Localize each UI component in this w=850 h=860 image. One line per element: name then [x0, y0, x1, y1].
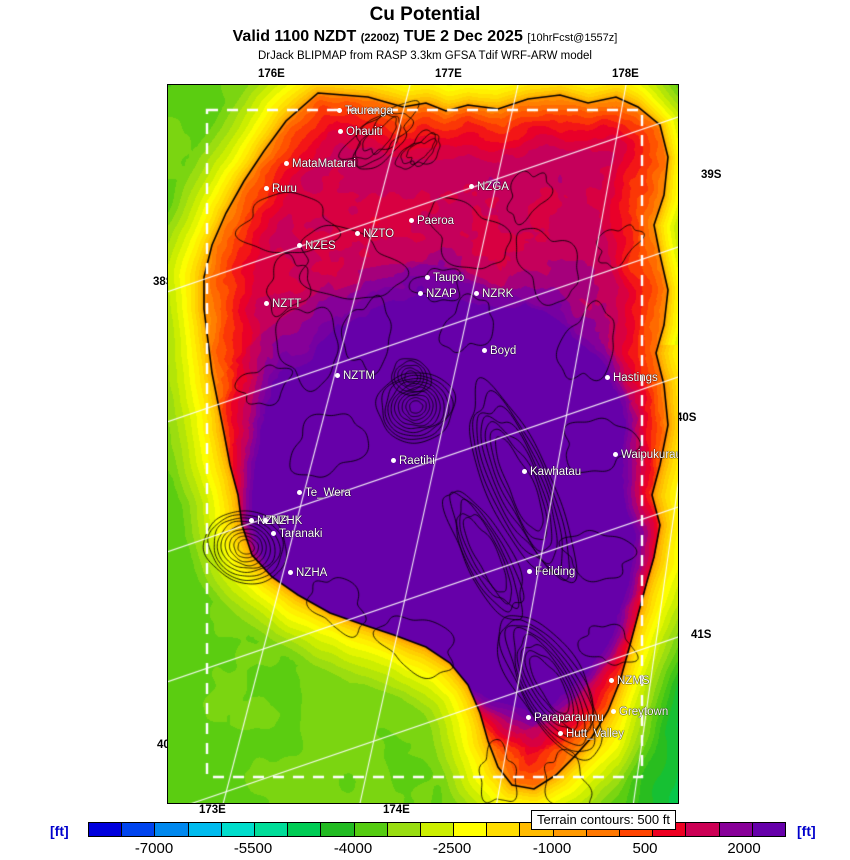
colorbar-unit-right: [ft] — [797, 823, 816, 839]
forecast-hour-tag: [10hrFcst@1557z] — [527, 32, 618, 44]
valid-date: TUE 2 Dec 2025 — [403, 28, 523, 45]
valid-time-line: Valid 1100 NZDT (2200Z) TUE 2 Dec 2025 [… — [0, 27, 850, 48]
colorbar-swatch-8 — [354, 823, 388, 836]
colorbar-strip[interactable] — [88, 822, 786, 837]
lon-label-177e: 177E — [435, 68, 462, 80]
lat-label-39s-right: 39S — [701, 169, 722, 181]
valid-time-prefix: Valid 1100 NZDT — [232, 28, 357, 45]
page-title: Cu Potential — [369, 4, 481, 25]
forecast-map[interactable]: Tauranga Ohauiti MataMatarai Ruru NZGA Paeroa… — [167, 84, 679, 804]
colorbar-swatch-19 — [719, 823, 753, 836]
colorbar-swatch-4 — [221, 823, 255, 836]
colorbar-swatch-18 — [686, 823, 720, 836]
colorbar-swatch-12 — [487, 823, 521, 836]
colorbar-swatch-6 — [288, 823, 322, 836]
colorbar-unit-left: [ft] — [50, 823, 69, 839]
valid-time-utc: (2200Z) — [360, 32, 400, 44]
colorbar-swatch-9 — [387, 823, 421, 836]
cu-potential-raster — [168, 85, 678, 803]
lat-label-40s-right: 40S — [676, 412, 697, 424]
terrain-contour-legend: Terrain contours: 500 ft — [531, 810, 676, 830]
colorbar-swatch-20 — [752, 823, 785, 836]
colorbar-tick-neg2500: -2500 — [432, 840, 472, 857]
colorbar-swatch-3 — [188, 823, 222, 836]
lon-label-173e: 173E — [199, 804, 226, 816]
lon-label-176e: 176E — [258, 68, 285, 80]
colorbar-swatch-2 — [155, 823, 189, 836]
colorbar-tick-labels: -7000 -5500 -4000 -2500 -1000 500 2000 — [0, 840, 850, 860]
model-description: DrJack BLIPMAP from RASP 3.3km GFSA Tdif… — [257, 50, 592, 62]
colorbar-tick-500: 500 — [632, 840, 658, 857]
colorbar-tick-2000: 2000 — [727, 840, 761, 857]
colorbar-tick-neg5500: -5500 — [233, 840, 273, 857]
colorbar-swatch-11 — [454, 823, 488, 836]
lon-label-174e: 174E — [383, 804, 410, 816]
lon-label-178e: 178E — [612, 68, 639, 80]
colorbar-swatch-0 — [89, 823, 123, 836]
colorbar: [ft] [ft] -7000 -5500 -4000 -2500 -1000 500 20… — [0, 822, 850, 860]
title-block: Cu Potential Valid 1100 NZDT (2200Z) TUE… — [0, 0, 850, 64]
lat-label-41s-right: 41S — [691, 629, 712, 641]
colorbar-tick-neg4000: -4000 — [333, 840, 373, 857]
colorbar-tick-neg7000: -7000 — [134, 840, 174, 857]
colorbar-swatch-5 — [254, 823, 289, 836]
colorbar-swatch-1 — [122, 823, 156, 836]
colorbar-swatch-7 — [321, 823, 355, 836]
colorbar-swatch-10 — [420, 823, 455, 836]
colorbar-tick-neg1000: -1000 — [532, 840, 572, 857]
